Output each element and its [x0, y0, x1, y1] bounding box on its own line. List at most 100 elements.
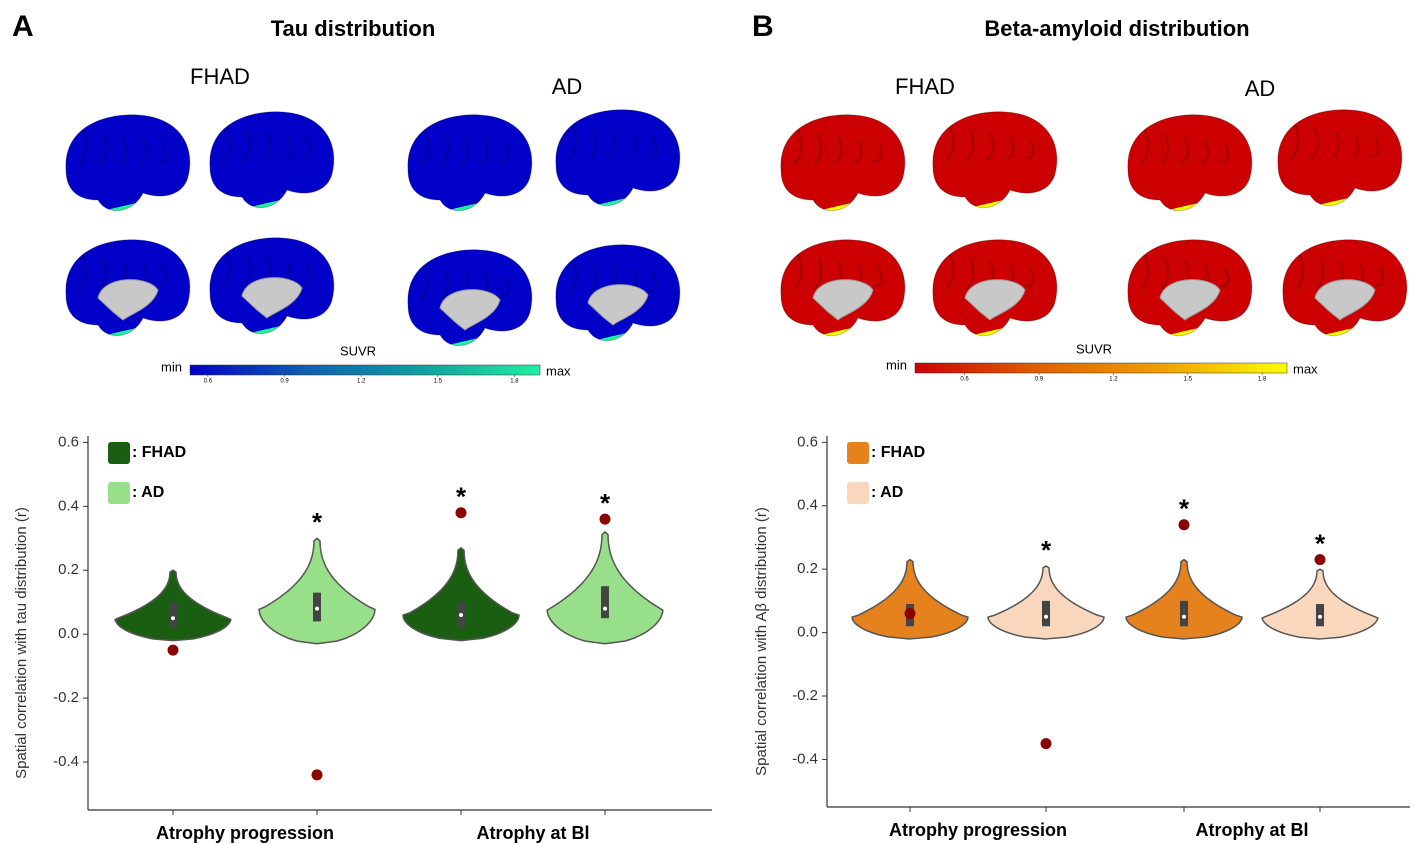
brain-sulcus	[873, 141, 883, 163]
brain-sulcus	[853, 138, 863, 163]
brain-sulcus	[1160, 257, 1170, 290]
brain-sulcus	[793, 129, 803, 166]
brain-group-label: FHAD	[190, 64, 250, 89]
y-axis-label: Spatial correlation with Aβ distribution…	[753, 507, 770, 776]
brain-sulcus	[873, 266, 883, 288]
brain-sulcus	[420, 129, 430, 166]
colorbar-tick-label: 1.5	[1184, 377, 1193, 383]
significance-mark: *	[1041, 535, 1052, 565]
legend-label: : FHAD	[871, 444, 925, 461]
violin-box	[1180, 600, 1188, 627]
violin-median	[459, 613, 463, 618]
violin	[258, 537, 376, 645]
brain-medial	[439, 289, 501, 331]
brain-medial	[241, 277, 303, 319]
colorbar-tick-label: 1.5	[434, 379, 443, 385]
legend-label: : AD	[132, 484, 164, 501]
brain-sulcus	[588, 127, 598, 160]
violin	[402, 546, 520, 642]
brain	[780, 239, 906, 337]
violin-median	[1182, 614, 1186, 619]
legend-swatch	[108, 482, 130, 504]
brain-sulcus	[1140, 254, 1150, 291]
observed-point	[167, 644, 179, 656]
brain-surface	[209, 111, 335, 209]
violin-median	[315, 606, 319, 611]
brain-sulcus	[1005, 135, 1015, 160]
brain-sulcus	[1025, 266, 1035, 288]
brain-sulcus	[1160, 132, 1170, 165]
y-axis-label: Spatial correlation with tau distributio…	[13, 507, 30, 779]
brain-sulcus	[222, 126, 232, 163]
colorbar-max-label: max	[1293, 361, 1318, 376]
brain-sulcus	[965, 257, 975, 290]
y-tick-label: 0.6	[58, 433, 79, 450]
brain-sulcus	[242, 255, 252, 288]
brain	[65, 114, 191, 212]
brain-sulcus	[1375, 266, 1385, 288]
brain-sulcus	[78, 254, 88, 291]
y-tick-label: 0.6	[797, 433, 818, 450]
colorbar	[189, 364, 541, 376]
brain-group-label: AD	[1245, 76, 1276, 101]
brain-sulcus	[1295, 254, 1305, 291]
brain	[555, 109, 681, 207]
brain-medial	[1159, 279, 1221, 321]
brain-sulcus	[1220, 141, 1230, 163]
brain	[1282, 239, 1408, 337]
panel-letter: A	[12, 10, 34, 43]
brain-surface	[65, 114, 191, 212]
brain	[407, 249, 533, 347]
brain-sulcus	[945, 126, 955, 163]
violin-box	[1042, 600, 1050, 627]
observed-point	[311, 769, 323, 781]
brain	[209, 237, 335, 335]
brain-sulcus	[98, 257, 108, 290]
legend-swatch	[108, 442, 130, 464]
brain-sulcus	[588, 262, 598, 295]
x-tick-label: Atrophy at Bl	[1195, 820, 1308, 840]
observed-point	[455, 507, 467, 519]
brain-sulcus	[78, 129, 88, 166]
legend-swatch	[847, 482, 869, 504]
brain-sulcus	[500, 141, 510, 163]
brain-sulcus	[1290, 124, 1300, 161]
brain	[932, 111, 1058, 209]
brain-sulcus	[440, 132, 450, 165]
panel-title: Tau distribution	[271, 16, 436, 41]
brain	[407, 114, 533, 212]
brain-sulcus	[608, 130, 618, 159]
brain	[1127, 114, 1253, 212]
colorbar	[914, 362, 1288, 374]
colorbar-min-label: min	[886, 357, 907, 372]
brain-sulcus	[833, 135, 843, 164]
brain-surface	[1127, 114, 1253, 212]
brain-sulcus	[793, 254, 803, 291]
significance-mark: *	[1179, 494, 1190, 524]
brain-surface	[407, 114, 533, 212]
brain-sulcus	[420, 264, 430, 301]
brain-sulcus	[1140, 129, 1150, 166]
brain-sulcus	[1315, 257, 1325, 290]
brain-sulcus	[1200, 138, 1210, 163]
y-tick-label: 0.0	[797, 624, 818, 641]
legend-label: : AD	[871, 484, 903, 501]
legend-swatch	[847, 442, 869, 464]
violin	[1125, 558, 1243, 640]
colorbar-tick-label: 0.6	[204, 379, 213, 385]
y-tick-label: 0.4	[58, 497, 79, 514]
colorbar-max-label: max	[546, 363, 571, 378]
brain-sulcus	[440, 267, 450, 300]
colorbar-tick-label: 0.9	[280, 379, 289, 385]
brain-sulcus	[302, 138, 312, 160]
brain-sulcus	[118, 135, 128, 164]
colorbar-tick-label: 1.2	[1109, 377, 1118, 383]
brain-sulcus	[1180, 135, 1190, 164]
brain-sulcus	[1310, 127, 1320, 160]
brain-sulcus	[242, 129, 252, 162]
brain-medial	[964, 279, 1026, 321]
brain-sulcus	[813, 257, 823, 290]
brain-sulcus	[648, 136, 658, 158]
